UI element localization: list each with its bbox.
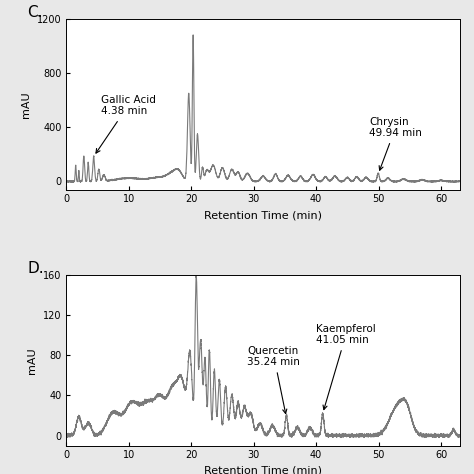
- Y-axis label: mAU: mAU: [27, 347, 37, 374]
- Y-axis label: mAU: mAU: [21, 91, 31, 118]
- Text: Kaempferol
41.05 min: Kaempferol 41.05 min: [316, 324, 376, 410]
- Text: D.: D.: [27, 261, 44, 276]
- X-axis label: Retention Time (min): Retention Time (min): [204, 466, 322, 474]
- X-axis label: Retention Time (min): Retention Time (min): [204, 210, 322, 220]
- Text: C.: C.: [27, 5, 43, 20]
- Text: Gallic Acid
4.38 min: Gallic Acid 4.38 min: [96, 95, 155, 153]
- Text: Quercetin
35.24 min: Quercetin 35.24 min: [247, 346, 301, 413]
- Text: Chrysin
49.94 min: Chrysin 49.94 min: [369, 117, 422, 170]
